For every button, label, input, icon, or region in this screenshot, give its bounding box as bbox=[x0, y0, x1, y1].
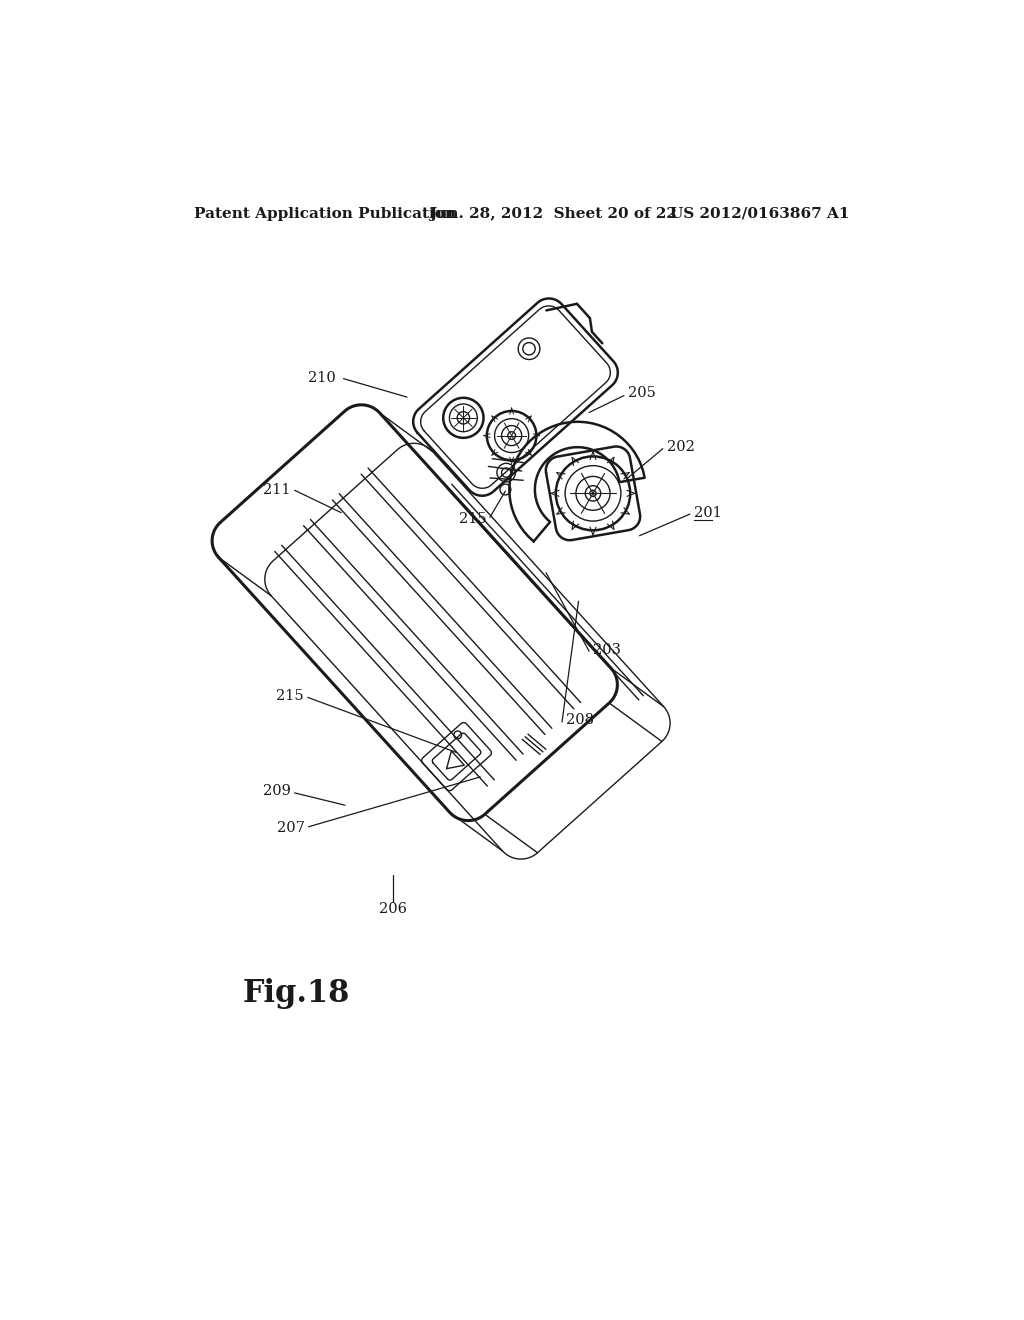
Text: 211: 211 bbox=[263, 483, 291, 496]
Text: Patent Application Publication: Patent Application Publication bbox=[194, 207, 456, 220]
Text: 209: 209 bbox=[263, 784, 291, 799]
Text: US 2012/0163867 A1: US 2012/0163867 A1 bbox=[671, 207, 850, 220]
Text: 207: 207 bbox=[276, 821, 305, 836]
Text: 215: 215 bbox=[276, 689, 304, 702]
Text: 205: 205 bbox=[628, 387, 655, 400]
Text: 202: 202 bbox=[667, 440, 694, 454]
Text: 203: 203 bbox=[593, 643, 621, 656]
Text: 210: 210 bbox=[308, 371, 336, 385]
Text: 206: 206 bbox=[379, 902, 408, 916]
Text: Jun. 28, 2012  Sheet 20 of 22: Jun. 28, 2012 Sheet 20 of 22 bbox=[429, 207, 677, 220]
Text: 201: 201 bbox=[693, 506, 722, 520]
Text: 208: 208 bbox=[566, 714, 594, 727]
Text: 215: 215 bbox=[459, 512, 486, 525]
Text: Fig.18: Fig.18 bbox=[243, 978, 350, 1010]
